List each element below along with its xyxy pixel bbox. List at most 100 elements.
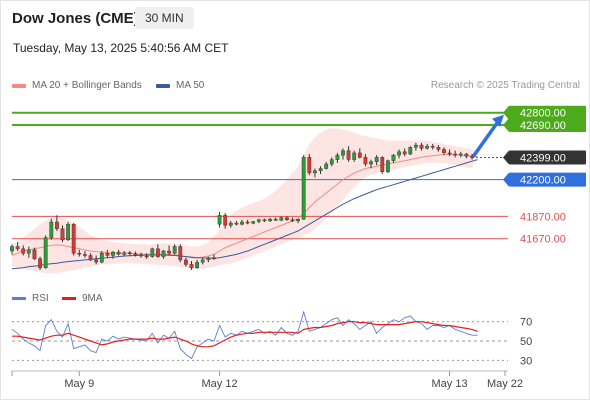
candle-body [77, 252, 82, 255]
candle-body [200, 259, 205, 263]
rsi-tick-label: 30 [520, 355, 532, 367]
candle-body [99, 252, 104, 263]
level-label-resistance: 42800.00 [520, 108, 566, 120]
legend-9ma-swatch [62, 297, 76, 300]
candle-body [273, 218, 278, 221]
level-badge-pointer [503, 172, 509, 187]
level-badge-pivot [509, 172, 586, 187]
candle-body [178, 246, 183, 261]
candle-body [391, 154, 396, 161]
candle-body [32, 249, 37, 259]
candle-body [262, 219, 267, 222]
candle-body [105, 252, 110, 256]
candle-body [139, 254, 143, 257]
candle-body [240, 221, 244, 225]
candle-body [419, 144, 424, 149]
legend-ma50-swatch [156, 83, 170, 88]
candle-body [144, 255, 149, 258]
candle-body [296, 218, 300, 222]
candle-body [408, 147, 413, 155]
candle-body [116, 251, 121, 255]
level-badge-pointer [503, 150, 509, 165]
level-label-support: 41670.00 [520, 234, 566, 246]
candle-body [251, 221, 256, 224]
candle-body [335, 154, 340, 160]
candle-body [206, 257, 211, 261]
legend-ma50-label: MA 50 [176, 80, 205, 91]
legend-rsi-swatch [12, 297, 26, 300]
candle-body [150, 248, 155, 257]
time-tick-label: May 9 [64, 378, 94, 390]
candle-body [380, 157, 385, 173]
legend-rsi: RSI [12, 293, 49, 304]
legend-ma50: MA 50 [156, 80, 204, 91]
ma20-line [11, 154, 478, 259]
legend-ma20-label: MA 20 + Bollinger Bands [32, 80, 142, 91]
time-tick-label: May 13 [432, 378, 468, 390]
candle-body [324, 163, 329, 169]
candle-body [133, 253, 138, 256]
candle-body [122, 252, 127, 255]
candle-body [38, 258, 43, 268]
level-badge-last [509, 150, 586, 165]
candle-body [245, 221, 250, 224]
candle-body [88, 255, 93, 261]
candle-body [453, 153, 458, 156]
level-badge-resistance [509, 105, 586, 120]
candle-body [318, 168, 323, 171]
rsi-tick-label: 70 [520, 317, 532, 329]
candle-body [60, 228, 65, 241]
level-badge-pointer [503, 105, 509, 120]
candle-body [94, 259, 99, 263]
candle-body [307, 157, 312, 174]
candle-body [189, 264, 194, 268]
candle-body [458, 153, 463, 156]
level-label-support: 41870.00 [520, 211, 566, 223]
candle-body [363, 157, 368, 165]
candle-body [256, 219, 261, 222]
timestamp: Tuesday, May 13, 2025 5:40:56 AM CET [13, 41, 229, 55]
level-label-pivot: 42200.00 [520, 175, 566, 187]
level-label-resistance: 42690.00 [520, 120, 566, 132]
candle-body [374, 157, 379, 163]
legend-ma20: MA 20 + Bollinger Bands [12, 80, 142, 91]
candle-body [301, 157, 306, 220]
legend-9ma-label: 9MA [82, 293, 103, 304]
instrument-title: Dow Jones (CME) [12, 10, 139, 27]
candle-body [464, 153, 469, 157]
candle-body [155, 248, 160, 257]
candle-body [447, 152, 452, 155]
candle-body [442, 149, 446, 153]
candle-body [71, 223, 76, 254]
candle-body [10, 246, 14, 252]
candle-body [285, 217, 289, 221]
candle-body [66, 223, 71, 240]
interval-button[interactable]: 30 MIN [135, 7, 194, 29]
legend-rsi-label: RSI [32, 293, 49, 304]
legend-ma20-swatch [12, 83, 26, 88]
rsi-tick-label: 50 [520, 336, 532, 348]
candle-body [55, 221, 59, 229]
forecast-arrow-shaft [472, 119, 500, 158]
candle-body [167, 250, 171, 254]
candle-body [329, 159, 334, 165]
level-label-last: 42399.00 [520, 152, 566, 164]
candle-body [43, 237, 48, 268]
candle-body [195, 262, 199, 269]
candle-body [357, 152, 362, 158]
candle-body [234, 222, 239, 225]
candle-body [15, 246, 20, 249]
forecast-arrow-head [492, 114, 504, 127]
candle-body [217, 215, 222, 225]
candle-body [268, 218, 272, 222]
candle-body [82, 254, 87, 256]
level-badge-resistance [509, 117, 586, 132]
candle-body [369, 161, 373, 165]
time-tick-label: May 12 [202, 378, 238, 390]
candle-body [172, 246, 177, 254]
candle-body [402, 151, 407, 155]
candle-body [161, 250, 166, 257]
credit-text: Research © 2025 Trading Central [430, 80, 580, 91]
candle-body [279, 217, 284, 221]
